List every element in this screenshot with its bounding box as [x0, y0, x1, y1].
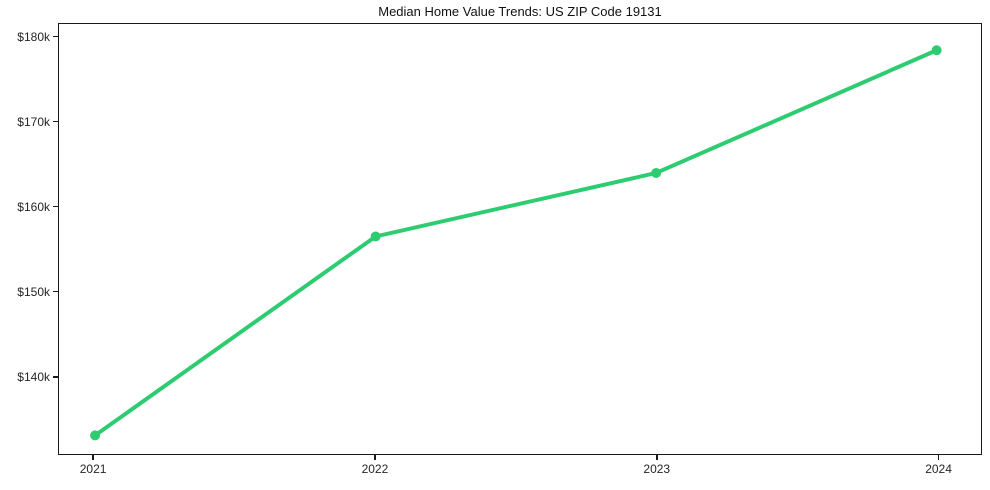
plot-area — [58, 23, 982, 455]
trend-line — [93, 48, 939, 438]
y-tick-label: $150k — [17, 284, 50, 299]
x-tick-mark — [374, 455, 376, 460]
y-tick-mark — [53, 35, 58, 38]
x-tick-label: 2023 — [643, 462, 671, 476]
data-point-marker — [370, 231, 381, 242]
data-point-marker — [90, 430, 101, 441]
y-tick-mark — [53, 290, 58, 293]
chart-title: Median Home Value Trends: US ZIP Code 19… — [378, 4, 662, 19]
x-tick-mark — [656, 455, 658, 460]
y-tick-label: $160k — [17, 199, 50, 214]
data-point-marker — [651, 167, 662, 178]
y-tick-label: $140k — [17, 369, 50, 384]
x-tick-mark — [937, 455, 940, 460]
y-tick-label: $170k — [17, 114, 50, 129]
x-tick-label: 2022 — [361, 462, 389, 476]
y-tick-mark — [53, 120, 58, 123]
line-plot — [90, 45, 942, 441]
x-tick-mark — [92, 455, 94, 460]
data-point-marker — [931, 45, 942, 56]
y-tick-label: $180k — [17, 29, 50, 44]
x-tick-label: 2024 — [925, 462, 952, 476]
y-tick-mark — [53, 205, 58, 208]
x-tick-label: 2021 — [79, 462, 107, 476]
y-tick-mark — [53, 376, 58, 378]
